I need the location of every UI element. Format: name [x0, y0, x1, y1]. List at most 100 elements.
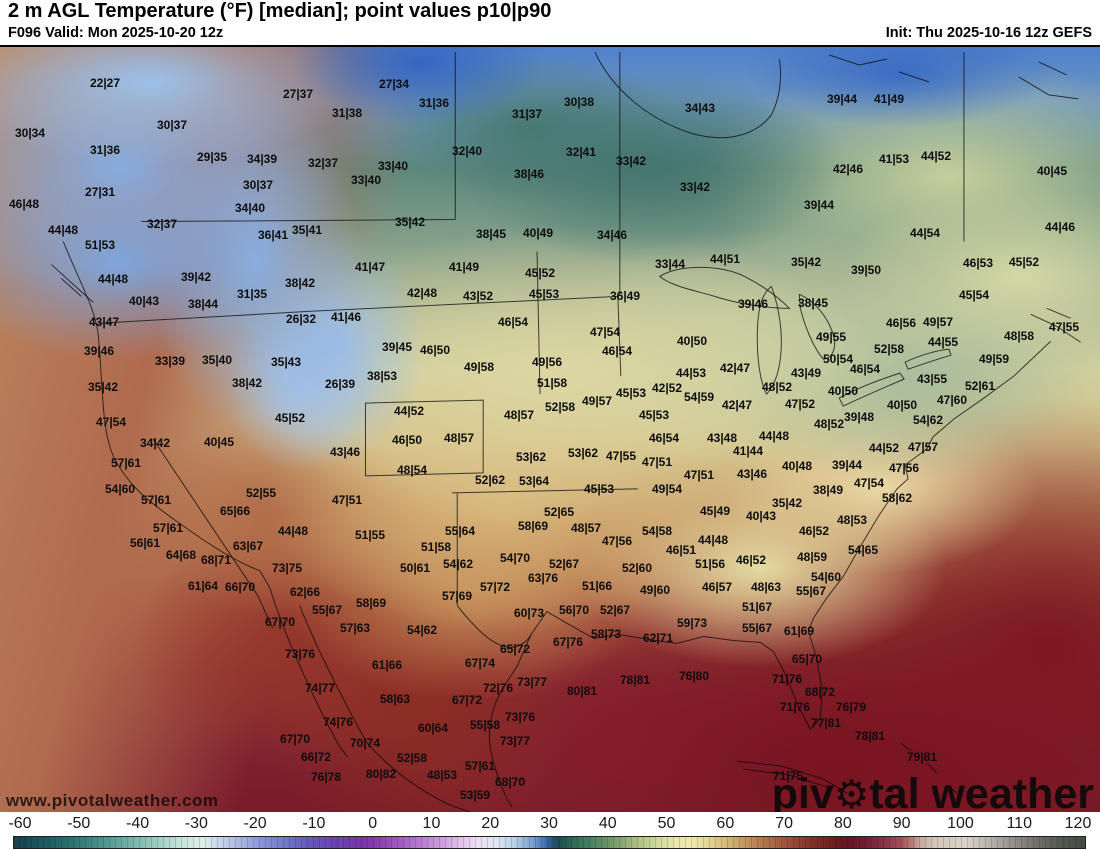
point-value: 46|56 [885, 316, 917, 330]
point-value: 46|48 [8, 197, 40, 211]
temperature-map: www.pivotalweather.com piv⚙tal weather 2… [0, 45, 1100, 812]
point-value: 52|55 [245, 486, 277, 500]
point-value: 40|50 [886, 398, 918, 412]
point-value: 52|67 [548, 557, 580, 571]
point-value: 46|57 [701, 580, 733, 594]
point-value: 27|37 [282, 87, 314, 101]
point-value: 56|61 [129, 536, 161, 550]
point-value: 57|61 [464, 759, 496, 773]
point-value: 55|67 [741, 621, 773, 635]
point-value: 35|42 [790, 255, 822, 269]
colorbar-tick: 50 [657, 815, 676, 832]
lake-ontario [904, 348, 952, 370]
colorbar-tick: 60 [716, 815, 735, 832]
point-value: 80|81 [566, 684, 598, 698]
point-value: 55|67 [311, 603, 343, 617]
point-value: 41|44 [732, 444, 764, 458]
colorbar-tick: -50 [67, 815, 91, 832]
point-value: 40|50 [676, 334, 708, 348]
point-value: 29|35 [196, 150, 228, 164]
point-value: 67|74 [464, 656, 496, 670]
point-value: 45|52 [1008, 255, 1040, 269]
us-canada-border [98, 295, 618, 324]
point-value: 58|69 [517, 519, 549, 533]
point-value: 41|46 [330, 310, 362, 324]
point-value: 39|48 [843, 410, 875, 424]
point-value: 35|43 [270, 355, 302, 369]
nova-scotia-coast [1030, 307, 1081, 343]
point-value: 59|73 [676, 616, 708, 630]
point-value: 40|43 [745, 509, 777, 523]
point-value: 31|36 [89, 143, 121, 157]
point-value: 73|77 [499, 734, 531, 748]
colorbar-tick: 100 [947, 815, 974, 832]
point-value: 52|65 [543, 505, 575, 519]
point-value: 27|34 [378, 77, 410, 91]
colorbar-gradient [13, 836, 1086, 849]
colorbar-tick: -30 [184, 815, 208, 832]
point-value: 35|41 [291, 223, 323, 237]
title-bar: 2 m AGL Temperature (°F) [median]; point… [0, 0, 1100, 45]
point-value: 77|81 [810, 716, 842, 730]
point-value: 34|42 [139, 436, 171, 450]
point-value: 34|40 [234, 201, 266, 215]
point-value: 39|46 [737, 297, 769, 311]
point-value: 67|70 [264, 615, 296, 629]
point-value: 47|51 [641, 455, 673, 469]
point-value: 45|53 [528, 287, 560, 301]
lake-huron [798, 293, 836, 360]
point-value: 76|80 [678, 669, 710, 683]
point-value: 40|49 [522, 226, 554, 240]
point-value: 35|40 [201, 353, 233, 367]
point-value: 62|71 [642, 631, 674, 645]
point-value: 33|39 [154, 354, 186, 368]
point-value: 48|54 [396, 463, 428, 477]
point-value: 44|46 [1044, 220, 1076, 234]
point-value: 73|77 [516, 675, 548, 689]
point-value: 38|45 [797, 296, 829, 310]
mexico-gulf-coast [488, 686, 513, 808]
point-value: 44|52 [868, 441, 900, 455]
point-value: 45|52 [274, 411, 306, 425]
point-value: 48|57 [443, 431, 475, 445]
point-value: 36|49 [609, 289, 641, 303]
point-value: 65|66 [219, 504, 251, 518]
point-value: 39|50 [850, 263, 882, 277]
point-value: 55|64 [444, 524, 476, 538]
geography-borders [50, 51, 1081, 812]
point-value: 54|65 [847, 543, 879, 557]
point-value: 30|38 [563, 95, 595, 109]
point-value: 43|47 [88, 315, 120, 329]
colorbar-tick: 10 [422, 815, 441, 832]
point-value: 49|59 [978, 352, 1010, 366]
map-title: 2 m AGL Temperature (°F) [median]; point… [8, 0, 552, 22]
point-value: 63|76 [527, 571, 559, 585]
point-value: 68|72 [804, 685, 836, 699]
point-value: 33|42 [615, 154, 647, 168]
cuba-coast [737, 760, 848, 794]
point-value: 47|52 [784, 397, 816, 411]
colorbar-tick: 80 [833, 815, 852, 832]
model-init-time: Init: Thu 2025-10-16 12z GEFS [885, 25, 1092, 41]
point-value: 34|43 [684, 101, 716, 115]
point-value: 47|54 [853, 476, 885, 490]
point-value: 65|70 [791, 652, 823, 666]
point-value: 63|67 [232, 539, 264, 553]
point-value: 58|63 [379, 692, 411, 706]
point-value: 46|50 [419, 343, 451, 357]
point-value: 74|77 [304, 681, 336, 695]
point-value: 61|69 [783, 624, 815, 638]
point-value: 44|48 [758, 429, 790, 443]
point-value: 40|43 [128, 294, 160, 308]
point-value: 61|66 [371, 658, 403, 672]
point-value: 46|54 [849, 362, 881, 376]
point-value: 44|51 [709, 252, 741, 266]
colorbar-tick: 40 [598, 815, 617, 832]
point-value: 47|51 [331, 493, 363, 507]
point-value: 49|55 [815, 330, 847, 344]
point-value: 40|48 [781, 459, 813, 473]
point-value: 45|54 [958, 288, 990, 302]
point-value: 36|41 [257, 228, 289, 242]
point-value: 30|37 [242, 178, 274, 192]
point-value: 68|70 [494, 775, 526, 789]
